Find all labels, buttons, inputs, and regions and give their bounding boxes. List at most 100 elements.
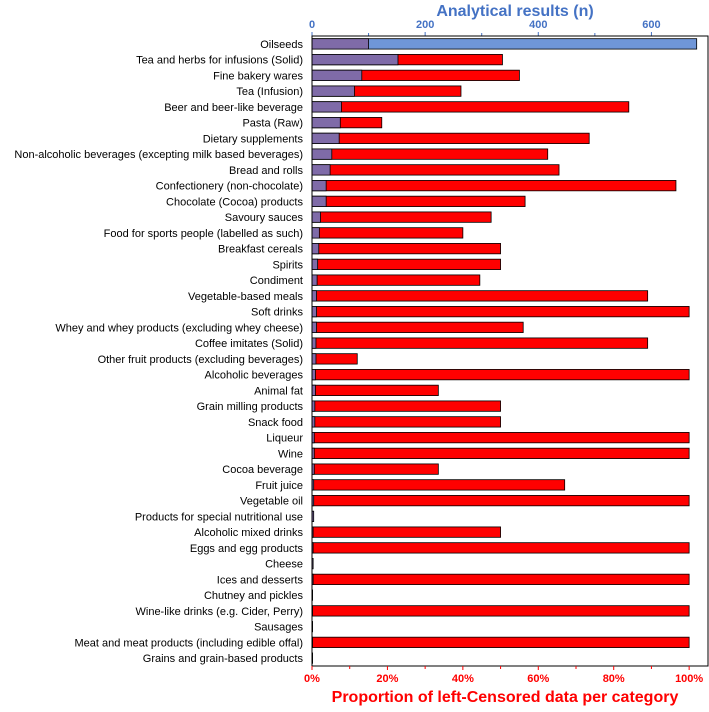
bottom-tick-label: 60% xyxy=(527,673,549,685)
analytical-results-bar xyxy=(311,211,321,223)
proportion-bar xyxy=(311,321,524,333)
analytical-results-bar xyxy=(311,353,317,365)
category-label: Fine bakery wares xyxy=(213,70,303,82)
bottom-tick-label: 80% xyxy=(603,673,625,685)
category-label: Grains and grain-based products xyxy=(143,653,304,665)
analytical-results-bar xyxy=(311,180,327,192)
analytical-results-bar xyxy=(311,164,331,176)
bottom-tick-label: 0% xyxy=(304,673,320,685)
analytical-results-bar xyxy=(311,274,318,286)
category-label: Coffee imitates (Solid) xyxy=(195,338,303,350)
top-tick-label: 600 xyxy=(642,19,660,31)
proportion-bar xyxy=(311,384,439,396)
proportion-bar xyxy=(311,479,566,491)
analytical-results-bar xyxy=(311,337,317,349)
category-label: Soft drinks xyxy=(251,307,303,319)
top-axis-ticks: 0 200 400 600 xyxy=(309,19,661,36)
proportion-bar xyxy=(311,101,630,113)
analytical-results-bar xyxy=(311,258,319,270)
analytical-results-bar xyxy=(311,243,320,255)
proportion-bar xyxy=(311,573,690,585)
bottom-axis-ticks: 0% 20% 40% 60% 80% 100% xyxy=(304,666,703,685)
top-tick-label: 400 xyxy=(529,19,547,31)
proportion-bar xyxy=(311,369,690,381)
proportion-bar xyxy=(311,337,649,349)
category-label: Tea (Infusion) xyxy=(236,86,303,98)
category-label: Animal fat xyxy=(254,385,303,397)
analytical-results-bar xyxy=(311,290,317,302)
category-label: Beer and beer-like beverage xyxy=(164,102,303,114)
analytical-results-bar xyxy=(311,38,369,50)
top-tick-label: 200 xyxy=(416,19,434,31)
category-label: Breakfast cereals xyxy=(218,244,303,256)
analytical-results-bar xyxy=(311,132,340,144)
bottom-tick-label: 100% xyxy=(675,673,703,685)
category-label: Food for sports people (labelled as such… xyxy=(104,228,303,240)
category-label: Confectionery (non-chocolate) xyxy=(156,181,303,193)
proportion-bar xyxy=(311,38,698,50)
proportion-bar xyxy=(311,605,690,617)
category-label: Non-alcoholic beverages (excepting milk … xyxy=(14,149,303,161)
proportion-bar xyxy=(311,290,649,302)
category-label: Dietary supplements xyxy=(203,133,304,145)
proportion-bar xyxy=(311,211,492,223)
category-label: Wine xyxy=(278,448,303,460)
top-tick-label: 0 xyxy=(309,19,315,31)
proportion-bar xyxy=(311,243,501,255)
proportion-bar xyxy=(311,132,590,144)
analytical-results-bar xyxy=(311,117,341,129)
category-label: Bread and rolls xyxy=(229,165,303,177)
proportion-bar xyxy=(311,227,464,239)
category-label: Fruit juice xyxy=(255,480,303,492)
category-label: Meat and meat products (including edible… xyxy=(75,637,304,649)
proportion-bar xyxy=(311,164,560,176)
proportion-bar xyxy=(311,542,690,554)
category-label: Other fruit products (excluding beverage… xyxy=(98,354,303,366)
proportion-bar xyxy=(311,258,501,270)
proportion-bar xyxy=(311,180,677,192)
analytical-results-bar xyxy=(311,306,317,318)
analytical-results-bar xyxy=(311,69,363,81)
proportion-bar xyxy=(311,148,549,160)
category-label: Chocolate (Cocoa) products xyxy=(166,196,303,208)
category-label: Eggs and egg products xyxy=(190,543,304,555)
category-label: Products for special nutritional use xyxy=(135,511,303,523)
proportion-bar xyxy=(311,306,690,318)
proportion-bar xyxy=(311,400,501,412)
category-label: Tea and herbs for infusions (Solid) xyxy=(136,55,303,67)
category-label: Grain milling products xyxy=(197,401,304,413)
category-label: Condiment xyxy=(250,275,303,287)
category-label: Sausages xyxy=(254,622,303,634)
analytical-results-bar xyxy=(311,101,342,113)
bars xyxy=(311,38,698,664)
proportion-bar xyxy=(311,636,690,648)
proportion-bar xyxy=(311,353,358,365)
category-label: Liqueur xyxy=(266,433,303,445)
analytical-results-bar xyxy=(311,54,399,66)
category-label: Oilseeds xyxy=(260,39,303,51)
analytical-results-bar xyxy=(311,384,316,396)
proportion-bar xyxy=(311,463,439,475)
analytical-results-bar xyxy=(311,195,327,207)
analytical-results-bar xyxy=(311,148,333,160)
category-label: Pasta (Raw) xyxy=(242,118,303,130)
category-label: Spirits xyxy=(272,259,303,271)
category-labels: Oilseeds Tea and herbs for infusions (Sol… xyxy=(14,39,303,665)
proportion-bar xyxy=(311,447,690,459)
category-label: Savoury sauces xyxy=(225,212,304,224)
plot-frame xyxy=(311,35,709,667)
category-label: Vegetable-based meals xyxy=(188,291,303,303)
bottom-tick-label: 40% xyxy=(452,673,474,685)
bottom-axis-title: Proportion of left-Censored data per cat… xyxy=(332,689,679,706)
bottom-tick-label: 20% xyxy=(376,673,398,685)
category-label: Alcoholic beverages xyxy=(205,370,304,382)
category-label: Chutney and pickles xyxy=(204,590,304,602)
proportion-bar xyxy=(311,416,501,428)
proportion-bar xyxy=(311,526,501,538)
proportion-bar xyxy=(311,195,526,207)
proportion-bar xyxy=(311,495,690,507)
proportion-bar xyxy=(311,432,690,444)
analytical-results-bar xyxy=(311,369,316,381)
category-label: Vegetable oil xyxy=(240,496,303,508)
